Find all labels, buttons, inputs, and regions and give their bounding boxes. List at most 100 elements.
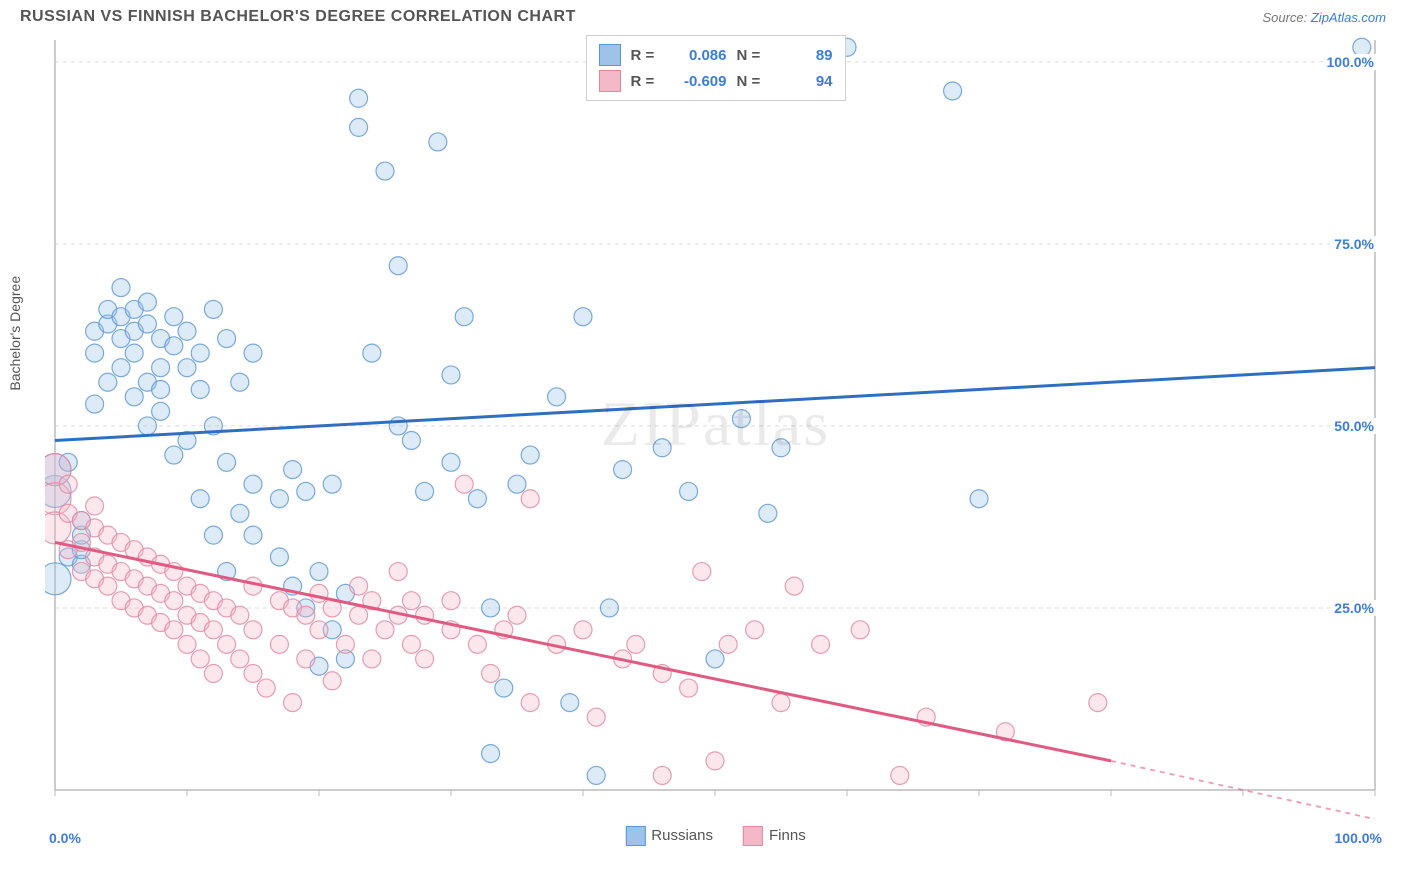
scatter-point-russians	[204, 300, 222, 318]
scatter-point-russians	[363, 344, 381, 362]
scatter-point-russians	[244, 526, 262, 544]
scatter-point-russians	[508, 475, 526, 493]
scatter-point-finns	[191, 650, 209, 668]
scatter-point-russians	[165, 337, 183, 355]
scatter-point-finns	[86, 497, 104, 515]
scatter-point-russians	[323, 475, 341, 493]
n-value-finns: 94	[773, 73, 833, 90]
scatter-point-finns	[323, 672, 341, 690]
scatter-point-finns	[521, 490, 539, 508]
scatter-point-finns	[680, 679, 698, 697]
scatter-point-russians	[455, 308, 473, 326]
scatter-point-finns	[165, 621, 183, 639]
scatter-point-finns	[402, 635, 420, 653]
scatter-point-russians	[482, 745, 500, 763]
scatter-point-russians	[389, 257, 407, 275]
legend-series: Russians Finns	[625, 826, 805, 846]
scatter-point-finns	[587, 708, 605, 726]
scatter-point-finns	[746, 621, 764, 639]
scatter-point-russians	[653, 439, 671, 457]
y-tick-label: 50.0%	[1330, 418, 1378, 434]
scatter-point-finns	[508, 606, 526, 624]
scatter-point-finns	[376, 621, 394, 639]
scatter-point-finns	[416, 650, 434, 668]
n-label: N =	[737, 47, 763, 64]
scatter-point-russians	[138, 293, 156, 311]
scatter-point-finns	[363, 650, 381, 668]
scatter-point-finns	[244, 621, 262, 639]
y-tick-label: 100.0%	[1323, 54, 1378, 70]
scatter-point-russians	[125, 344, 143, 362]
scatter-point-russians	[270, 490, 288, 508]
scatter-point-russians	[944, 82, 962, 100]
scatter-point-russians	[495, 679, 513, 697]
scatter-point-russians	[350, 118, 368, 136]
scatter-point-russians	[429, 133, 447, 151]
scatter-point-russians	[86, 344, 104, 362]
scatter-point-russians	[970, 490, 988, 508]
scatter-point-finns	[218, 635, 236, 653]
scatter-point-finns	[482, 664, 500, 682]
scatter-point-finns	[706, 752, 724, 770]
scatter-point-russians	[548, 388, 566, 406]
scatter-point-russians	[178, 359, 196, 377]
scatter-point-finns	[244, 664, 262, 682]
scatter-point-finns	[204, 664, 222, 682]
scatter-point-finns	[336, 635, 354, 653]
scatter-point-russians	[614, 461, 632, 479]
scatter-point-finns	[455, 475, 473, 493]
scatter-point-russians	[45, 563, 71, 595]
swatch-russians	[625, 826, 645, 846]
scatter-point-russians	[165, 446, 183, 464]
scatter-point-finns	[99, 577, 117, 595]
scatter-point-russians	[561, 694, 579, 712]
chart-container: Bachelor's Degree R = 0.086 N = 89 R = -…	[45, 30, 1386, 850]
scatter-point-russians	[178, 322, 196, 340]
scatter-point-finns	[165, 592, 183, 610]
r-value-russians: 0.086	[667, 47, 727, 64]
scatter-point-russians	[138, 417, 156, 435]
scatter-point-finns	[653, 766, 671, 784]
scatter-plot	[45, 30, 1385, 820]
scatter-point-finns	[297, 650, 315, 668]
scatter-point-finns	[574, 621, 592, 639]
scatter-point-russians	[86, 395, 104, 413]
scatter-point-finns	[785, 577, 803, 595]
scatter-point-finns	[204, 621, 222, 639]
trendline-russians	[55, 368, 1375, 441]
scatter-point-russians	[270, 548, 288, 566]
scatter-point-finns	[350, 577, 368, 595]
source-link[interactable]: ZipAtlas.com	[1311, 10, 1386, 25]
legend-item-finns: Finns	[743, 826, 806, 846]
scatter-point-russians	[152, 381, 170, 399]
scatter-point-russians	[191, 490, 209, 508]
scatter-point-russians	[482, 599, 500, 617]
scatter-point-russians	[284, 461, 302, 479]
scatter-point-russians	[772, 439, 790, 457]
scatter-point-finns	[297, 606, 315, 624]
scatter-point-russians	[442, 366, 460, 384]
r-label: R =	[631, 73, 657, 90]
r-value-finns: -0.609	[667, 73, 727, 90]
y-tick-label: 25.0%	[1330, 600, 1378, 616]
y-axis-label: Bachelor's Degree	[7, 276, 23, 391]
scatter-point-russians	[416, 482, 434, 500]
n-value-russians: 89	[773, 47, 833, 64]
scatter-point-russians	[138, 315, 156, 333]
scatter-point-russians	[244, 475, 262, 493]
legend-stats-row-finns: R = -0.609 N = 94	[599, 68, 833, 94]
swatch-russians	[599, 44, 621, 66]
scatter-point-russians	[574, 308, 592, 326]
legend-stats-row-russians: R = 0.086 N = 89	[599, 42, 833, 68]
scatter-point-finns	[693, 563, 711, 581]
scatter-point-russians	[125, 388, 143, 406]
n-label: N =	[737, 73, 763, 90]
scatter-point-finns	[1089, 694, 1107, 712]
y-tick-label: 75.0%	[1330, 236, 1378, 252]
scatter-point-finns	[772, 694, 790, 712]
scatter-point-russians	[218, 330, 236, 348]
scatter-point-russians	[218, 453, 236, 471]
legend-label-russians: Russians	[651, 827, 713, 844]
scatter-point-finns	[891, 766, 909, 784]
scatter-point-russians	[706, 650, 724, 668]
